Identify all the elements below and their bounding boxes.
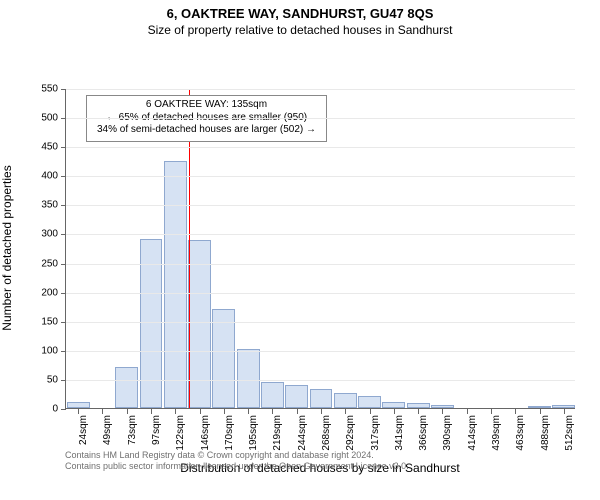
histogram-bar — [431, 405, 454, 408]
histogram-bar — [285, 385, 308, 408]
x-tick-label: 219sqm — [272, 415, 283, 451]
histogram-bar — [334, 393, 357, 408]
gridline — [66, 234, 575, 235]
y-tick-label: 350 — [41, 200, 58, 211]
x-tick-label: 146sqm — [200, 415, 211, 451]
x-tick-label: 292sqm — [345, 415, 356, 451]
histogram-bar — [140, 239, 163, 408]
x-tick-label: 24sqm — [78, 415, 89, 445]
page-subtitle: Size of property relative to detached ho… — [0, 23, 600, 37]
histogram-bar — [552, 405, 575, 408]
y-tick-label: 500 — [41, 113, 58, 124]
gridline — [66, 118, 575, 119]
x-tick-label: 317sqm — [370, 415, 381, 451]
x-tick-label: 341sqm — [394, 415, 405, 451]
info-line-3: 34% of semi-detached houses are larger (… — [97, 124, 316, 137]
page-title: 6, OAKTREE WAY, SANDHURST, GU47 8QS — [0, 6, 600, 21]
histogram-bar — [115, 367, 138, 408]
y-tick-label: 400 — [41, 171, 58, 182]
histogram-bar — [382, 402, 405, 408]
gridline — [66, 351, 575, 352]
histogram-bar — [261, 382, 284, 408]
y-tick-label: 100 — [41, 345, 58, 356]
x-tick-label: 244sqm — [297, 415, 308, 451]
histogram-bar — [67, 402, 90, 408]
gridline — [66, 89, 575, 90]
y-tick-label: 550 — [41, 84, 58, 95]
x-tick-label: 122sqm — [175, 415, 186, 451]
footnote-line-1: Contains HM Land Registry data © Crown c… — [65, 450, 409, 461]
footnote-line-2: Contains public sector information licen… — [65, 461, 409, 472]
y-tick-label: 450 — [41, 142, 58, 153]
histogram-bar — [237, 349, 260, 408]
gridline — [66, 293, 575, 294]
plot-area: 6 OAKTREE WAY: 135sqm ← 65% of detached … — [65, 89, 575, 409]
x-tick-label: 170sqm — [224, 415, 235, 451]
gridline — [66, 264, 575, 265]
histogram-bar — [528, 406, 551, 408]
gridline — [66, 380, 575, 381]
gridline — [66, 147, 575, 148]
y-axis-label: Number of detached properties — [0, 148, 14, 348]
histogram-bar — [164, 161, 187, 408]
y-tick-label: 0 — [52, 404, 58, 415]
gridline — [66, 205, 575, 206]
y-tick-label: 250 — [41, 258, 58, 269]
x-tick-label: 463sqm — [515, 415, 526, 451]
histogram-bar — [407, 403, 430, 408]
x-tick-label: 512sqm — [564, 415, 575, 451]
gridline — [66, 176, 575, 177]
histogram-bar — [310, 389, 333, 408]
x-tick-label: 195sqm — [248, 415, 259, 451]
histogram-bar — [212, 309, 235, 408]
x-tick-label: 414sqm — [467, 415, 478, 451]
x-tick-label: 488sqm — [540, 415, 551, 451]
gridline — [66, 322, 575, 323]
x-tick-label: 366sqm — [418, 415, 429, 451]
y-tick-label: 200 — [41, 287, 58, 298]
histogram-bar — [188, 240, 211, 408]
x-tick-label: 49sqm — [102, 415, 113, 445]
footnote: Contains HM Land Registry data © Crown c… — [65, 450, 409, 472]
x-tick-label: 439sqm — [491, 415, 502, 451]
x-tick-label: 268sqm — [321, 415, 332, 451]
info-line-1: 6 OAKTREE WAY: 135sqm — [97, 99, 316, 112]
x-tick-label: 73sqm — [127, 415, 138, 445]
histogram-bar — [358, 396, 381, 408]
x-tick-label: 97sqm — [151, 415, 162, 445]
y-tick-label: 50 — [47, 374, 58, 385]
x-tick-label: 390sqm — [442, 415, 453, 451]
y-tick-label: 300 — [41, 229, 58, 240]
y-tick-label: 150 — [41, 316, 58, 327]
